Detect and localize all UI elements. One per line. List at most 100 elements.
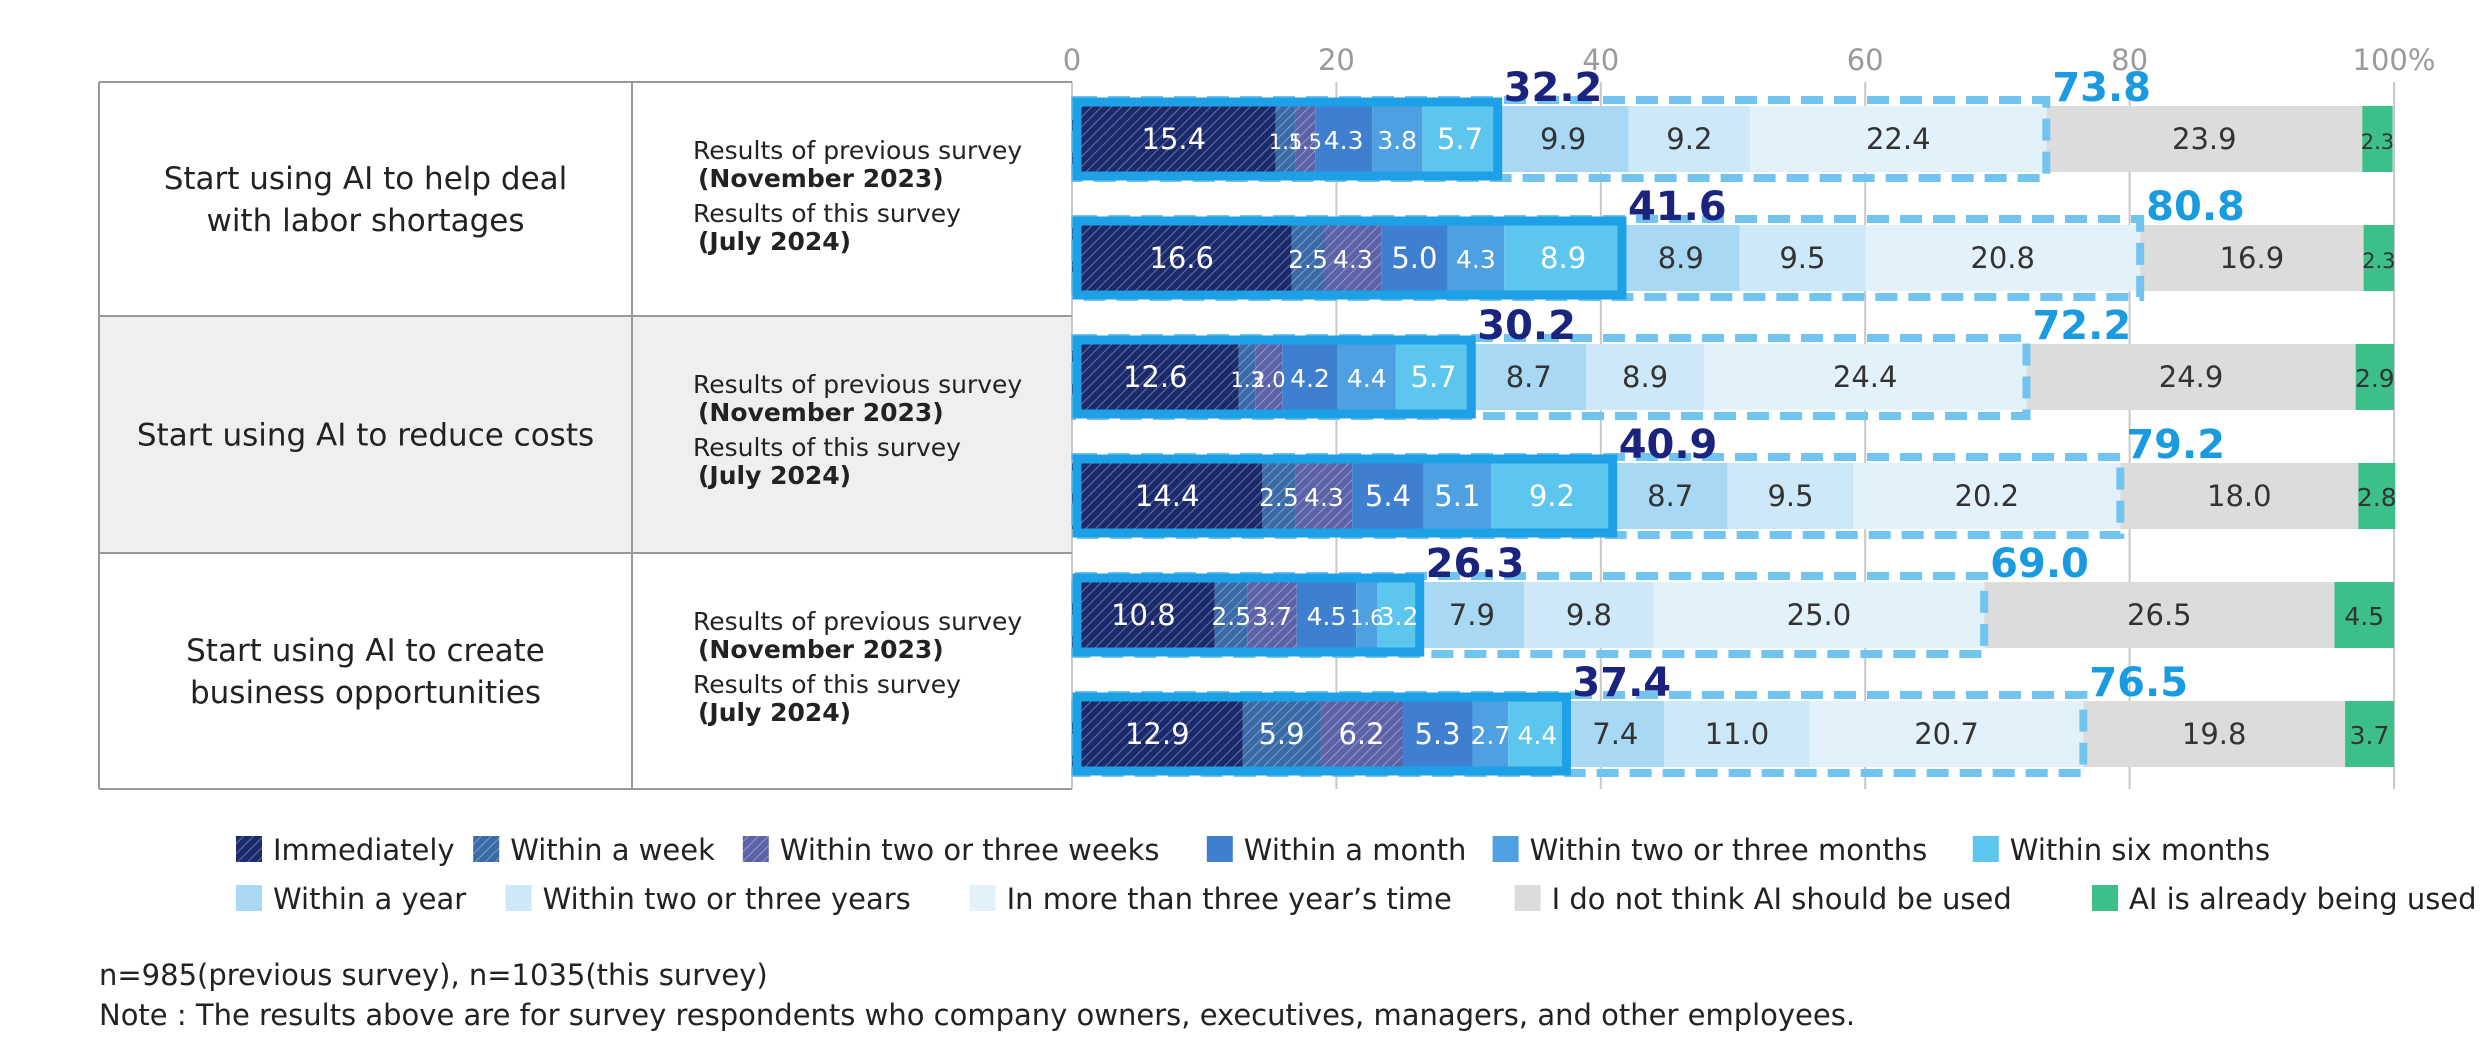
segment-value-label: 9.5 xyxy=(1779,241,1825,275)
bar-segment xyxy=(1586,344,1704,410)
bar-segment xyxy=(1423,463,1492,529)
legend-label: Within two or three weeks xyxy=(780,833,1160,867)
bar-segment xyxy=(1422,106,1498,172)
bar-segment xyxy=(1377,582,1420,648)
bar-segment xyxy=(1447,225,1505,291)
segment-value-label: 9.5 xyxy=(1767,479,1813,513)
six-month-total-label: 37.4 xyxy=(1572,660,1671,706)
bar-segment-hatch xyxy=(1320,701,1403,767)
bar-segment xyxy=(1402,701,1473,767)
legend-label: Within two or three months xyxy=(1530,833,1928,867)
bar-segment xyxy=(2026,344,2356,410)
bar-segment xyxy=(1352,463,1424,529)
bar-segment xyxy=(1497,106,1629,172)
bar-segment xyxy=(1853,463,2121,529)
bar-segment-hatch xyxy=(1255,344,1283,410)
legend-label: Within two or three years xyxy=(543,882,911,916)
bar-segment xyxy=(2363,225,2394,291)
segment-value-label: 7.9 xyxy=(1449,598,1495,632)
bar-segment xyxy=(1703,344,2027,410)
segment-value-label: 4.3 xyxy=(1304,483,1344,512)
bar-segment xyxy=(1566,701,1665,767)
segment-value-label: 5.4 xyxy=(1365,479,1411,513)
bar-segment xyxy=(1727,463,1854,529)
bar-segment-hatch xyxy=(1072,106,1276,172)
segment-value-label: 7.4 xyxy=(1592,717,1638,751)
bar-segment xyxy=(1508,701,1567,767)
legend-label: I do not think AI should be used xyxy=(1552,882,2012,916)
bar-segment xyxy=(1621,225,1740,291)
bar-segment-hatch xyxy=(1214,582,1248,648)
bar-segment xyxy=(1356,582,1378,648)
legend-label: In more than three year’s time xyxy=(1007,882,1452,916)
six-month-frame xyxy=(1072,97,1503,181)
three-year-total-label: 79.2 xyxy=(2126,422,2225,468)
legend-swatch xyxy=(505,885,532,911)
legend-swatch xyxy=(1492,836,1519,862)
legend-label: Immediately xyxy=(273,833,455,867)
bar-segment xyxy=(2362,106,2393,172)
x-tick-label: 20 xyxy=(1318,43,1355,77)
segment-value-label: 5.0 xyxy=(1391,241,1437,275)
survey-label: Results of previous survey xyxy=(693,370,1022,399)
bar-segment-hatch xyxy=(1072,582,1215,648)
bar-segment-hatch xyxy=(1238,344,1256,410)
segment-value-label: 8.9 xyxy=(1540,241,1586,275)
bar-segment xyxy=(2140,225,2364,291)
x-tick-label: 80 xyxy=(2111,43,2148,77)
segment-value-label: 16.9 xyxy=(2220,241,2285,275)
bar-segment-hatch xyxy=(1262,463,1296,529)
three-year-total-label: 73.8 xyxy=(2052,65,2151,111)
segment-value-label: 22.4 xyxy=(1866,122,1931,156)
survey-period-label: (July 2024) xyxy=(698,698,851,727)
segment-value-label: 8.7 xyxy=(1647,479,1693,513)
six-month-frame xyxy=(1072,335,1476,419)
legend-swatch-hatch xyxy=(236,836,262,862)
six-month-total-label: 40.9 xyxy=(1619,422,1718,468)
segment-value-label: 4.3 xyxy=(1456,245,1496,274)
segment-value-label: 2.5 xyxy=(1211,602,1251,631)
segment-value-label: 3.2 xyxy=(1379,602,1419,631)
segment-value-label: 2.0 xyxy=(1252,368,1285,392)
segment-value-label: 5.1 xyxy=(1434,479,1480,513)
segment-value-label: 14.4 xyxy=(1135,479,1200,513)
segment-value-label: 2.3 xyxy=(2361,130,2394,154)
segment-value-label: 23.9 xyxy=(2172,122,2237,156)
bar-segment-hatch xyxy=(1072,463,1263,529)
segment-value-label: 24.9 xyxy=(2159,360,2224,394)
segment-value-label: 9.9 xyxy=(1540,122,1586,156)
bar-segment xyxy=(1664,701,1810,767)
survey-period-label: (November 2023) xyxy=(698,635,944,664)
bar-segment-hatch xyxy=(1072,225,1292,291)
bar-segment-hatch xyxy=(1275,106,1296,172)
bar-segment xyxy=(1296,582,1357,648)
segment-value-label: 4.3 xyxy=(1324,126,1364,155)
sample-size-note: n=985(previous survey), n=1035(this surv… xyxy=(99,958,768,992)
segment-value-label: 11.0 xyxy=(1705,717,1770,751)
segment-value-label: 4.5 xyxy=(2344,602,2384,631)
category-label: Start using AI to create business opportu… xyxy=(186,633,545,711)
segment-value-label: 15.4 xyxy=(1142,122,1207,156)
six-month-total-label: 26.3 xyxy=(1426,541,1525,587)
bar-segment xyxy=(1372,106,1423,172)
segment-value-label: 2.3 xyxy=(2362,249,2395,273)
survey-label: Results of this survey xyxy=(693,433,961,462)
six-month-frame xyxy=(1072,216,1627,300)
bar-segment-hatch xyxy=(1072,701,1243,767)
bar-segment-hatch xyxy=(1295,106,1316,172)
segment-value-label: 4.4 xyxy=(1347,364,1387,393)
segment-value-label: 3.7 xyxy=(2350,721,2390,750)
survey-label: Results of previous survey xyxy=(693,607,1022,636)
segment-value-label: 2.5 xyxy=(1259,483,1299,512)
six-month-frame xyxy=(1072,692,1571,776)
bar-segment xyxy=(1472,701,1509,767)
group-shading xyxy=(99,316,1072,553)
bar-segment xyxy=(1628,106,1751,172)
bar-segment xyxy=(1491,463,1613,529)
bar-segment xyxy=(1337,344,1396,410)
legend-swatch xyxy=(2092,885,2118,911)
bar-segment xyxy=(2355,344,2394,410)
bar-segment xyxy=(2334,582,2394,648)
bar-segment xyxy=(1504,225,1622,291)
x-tick-label: 0 xyxy=(1063,43,1081,77)
